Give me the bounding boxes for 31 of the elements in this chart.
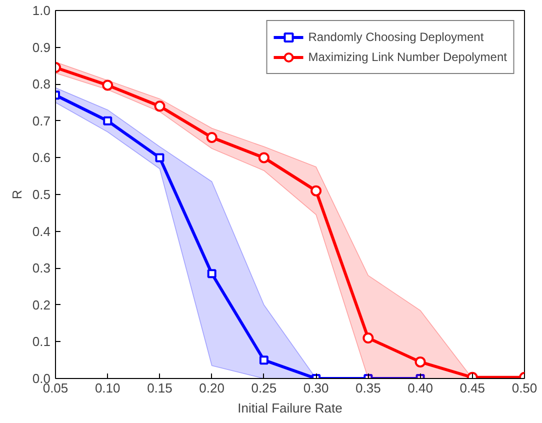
y-tick-label: 0.3 bbox=[32, 260, 51, 276]
point bbox=[154, 100, 166, 112]
x-tick-label: 0.30 bbox=[303, 380, 329, 396]
x-tick-label: 0.50 bbox=[512, 380, 538, 396]
y-tick-label: 0.1 bbox=[32, 334, 51, 350]
point bbox=[310, 185, 322, 196]
x-tick-label: 0.20 bbox=[199, 380, 224, 396]
x-tick-label: 0.15 bbox=[147, 380, 172, 396]
y-tick-label: 0.9 bbox=[32, 40, 51, 55]
x-tick-label: 0.40 bbox=[408, 380, 433, 396]
point bbox=[103, 116, 112, 126]
legend-label: Randomly Choosing Deployment bbox=[308, 30, 484, 44]
point bbox=[207, 269, 216, 278]
y-tick-label: 0.8 bbox=[32, 76, 51, 92]
x-tick-label: 0.35 bbox=[356, 380, 381, 396]
point bbox=[258, 152, 270, 164]
x-tick-label: 0.45 bbox=[460, 380, 486, 396]
point bbox=[206, 132, 218, 143]
y-tick-label: 0.2 bbox=[32, 297, 51, 312]
point bbox=[102, 80, 114, 91]
y-tick-label: 1.0 bbox=[32, 3, 51, 18]
x-tick-label: 0.10 bbox=[94, 380, 120, 396]
legend-label: Maximizing Link Number Depolyment bbox=[308, 50, 507, 64]
y-tick-label: 0.4 bbox=[32, 224, 51, 239]
y-axis-title: R bbox=[9, 190, 24, 200]
x-axis-title: Initial Failure Rate bbox=[238, 400, 342, 416]
y-tick-label: 0.5 bbox=[32, 187, 51, 202]
y-tick-label: 0.6 bbox=[32, 150, 51, 166]
y-tick-label: 0.7 bbox=[32, 113, 51, 128]
x-tick-label: 0.25 bbox=[251, 380, 277, 396]
point bbox=[155, 153, 164, 162]
